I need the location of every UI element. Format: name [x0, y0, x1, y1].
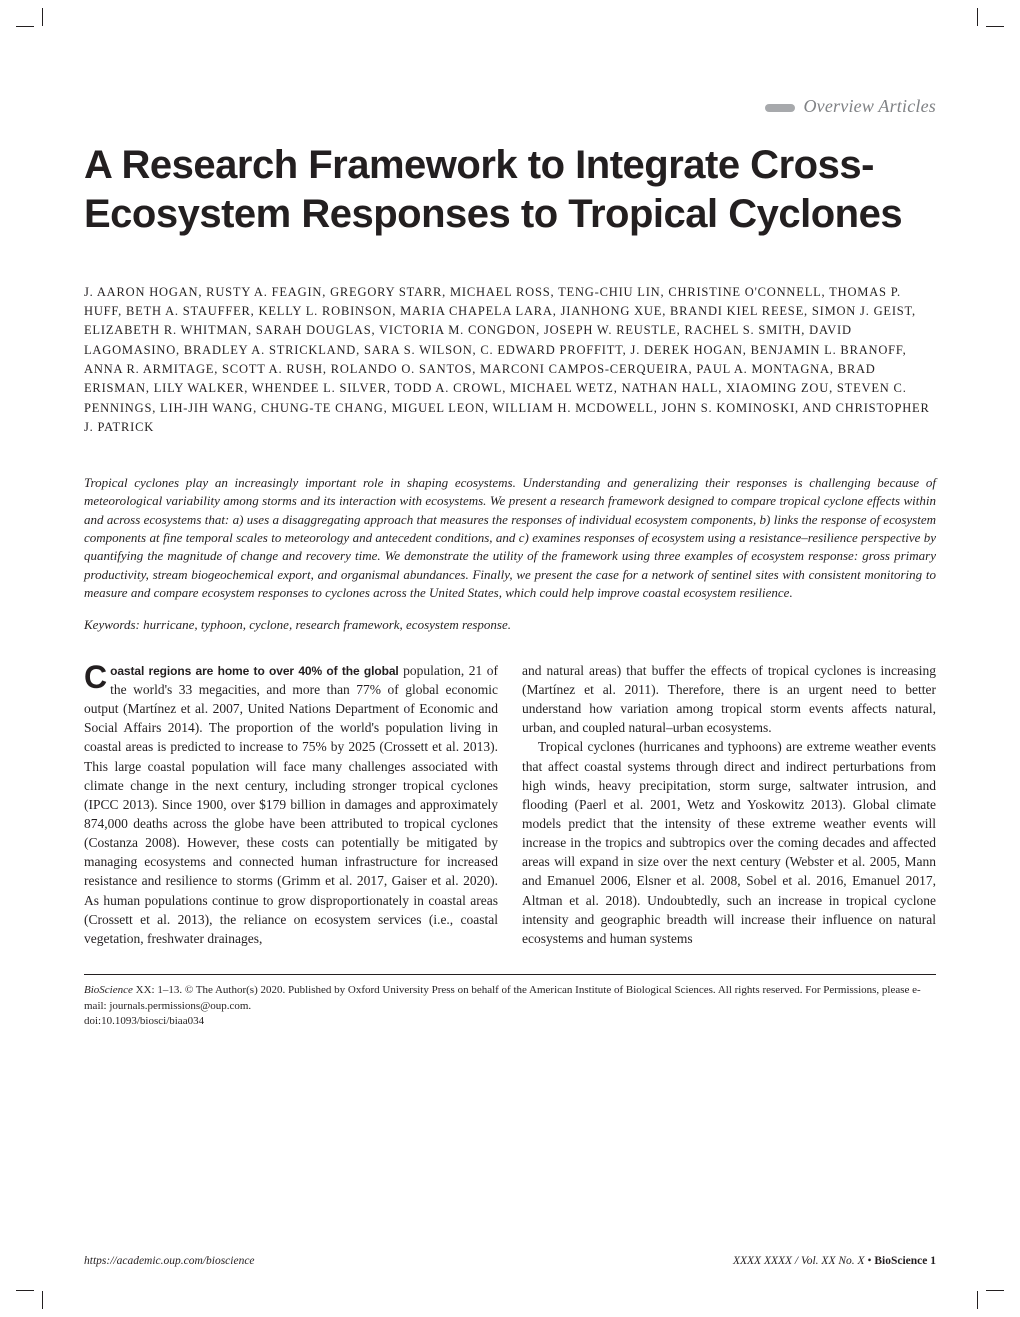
crop-mark — [16, 1290, 34, 1291]
page-content: Overview Articles A Research Framework t… — [0, 0, 1020, 1077]
section-bullet-icon — [765, 104, 795, 112]
body-paragraph-1: Coastal regions are home to over 40% of … — [84, 661, 498, 948]
body-paragraph-2: and natural areas) that buffer the effec… — [522, 661, 936, 738]
copyright-text: BioScience BioScience XX: 1–13. © The Au… — [84, 984, 136, 996]
body-text: Coastal regions are home to over 40% of … — [84, 661, 936, 948]
lead-bold: oastal regions are home to over 40% of t… — [110, 664, 399, 678]
body-p1-text: population, 21 of the world's 33 megacit… — [84, 663, 498, 946]
author-list: J. AARON HOGAN, RUSTY A. FEAGIN, GREGORY… — [84, 283, 936, 438]
article-title: A Research Framework to Integrate Cross-… — [84, 141, 936, 239]
running-footer: https://academic.oup.com/bioscience XXXX… — [84, 1255, 936, 1267]
crop-mark — [977, 8, 978, 26]
copyright-block: BioScience BioScience XX: 1–13. © The Au… — [84, 983, 936, 1029]
footer-journal: BioScience — [874, 1255, 927, 1267]
crop-mark — [42, 1291, 43, 1309]
footer-page-number: 1 — [930, 1255, 936, 1267]
keywords: Keywords: hurricane, typhoon, cyclone, r… — [84, 617, 936, 633]
crop-mark — [977, 1291, 978, 1309]
footer-issue: XXXX XXXX / Vol. XX No. X • BioScience 1 — [733, 1255, 936, 1267]
crop-mark — [42, 8, 43, 26]
footer-issue-text: XXXX XXXX / Vol. XX No. X — [733, 1255, 865, 1267]
crop-mark — [986, 1290, 1004, 1291]
crop-mark — [16, 26, 34, 27]
dropcap: C — [84, 661, 110, 690]
doi: doi:10.1093/biosci/biaa034 — [84, 1015, 204, 1027]
section-label: Overview Articles — [84, 96, 936, 117]
copyright-line: XX: 1–13. © The Author(s) 2020. Publishe… — [84, 984, 921, 1011]
footer-rule — [84, 974, 936, 975]
footer-url: https://academic.oup.com/bioscience — [84, 1255, 255, 1267]
abstract: Tropical cyclones play an increasingly i… — [84, 474, 936, 603]
body-paragraph-3: Tropical cyclones (hurricanes and typhoo… — [522, 737, 936, 948]
crop-mark — [986, 26, 1004, 27]
section-label-text: Overview Articles — [803, 96, 936, 116]
